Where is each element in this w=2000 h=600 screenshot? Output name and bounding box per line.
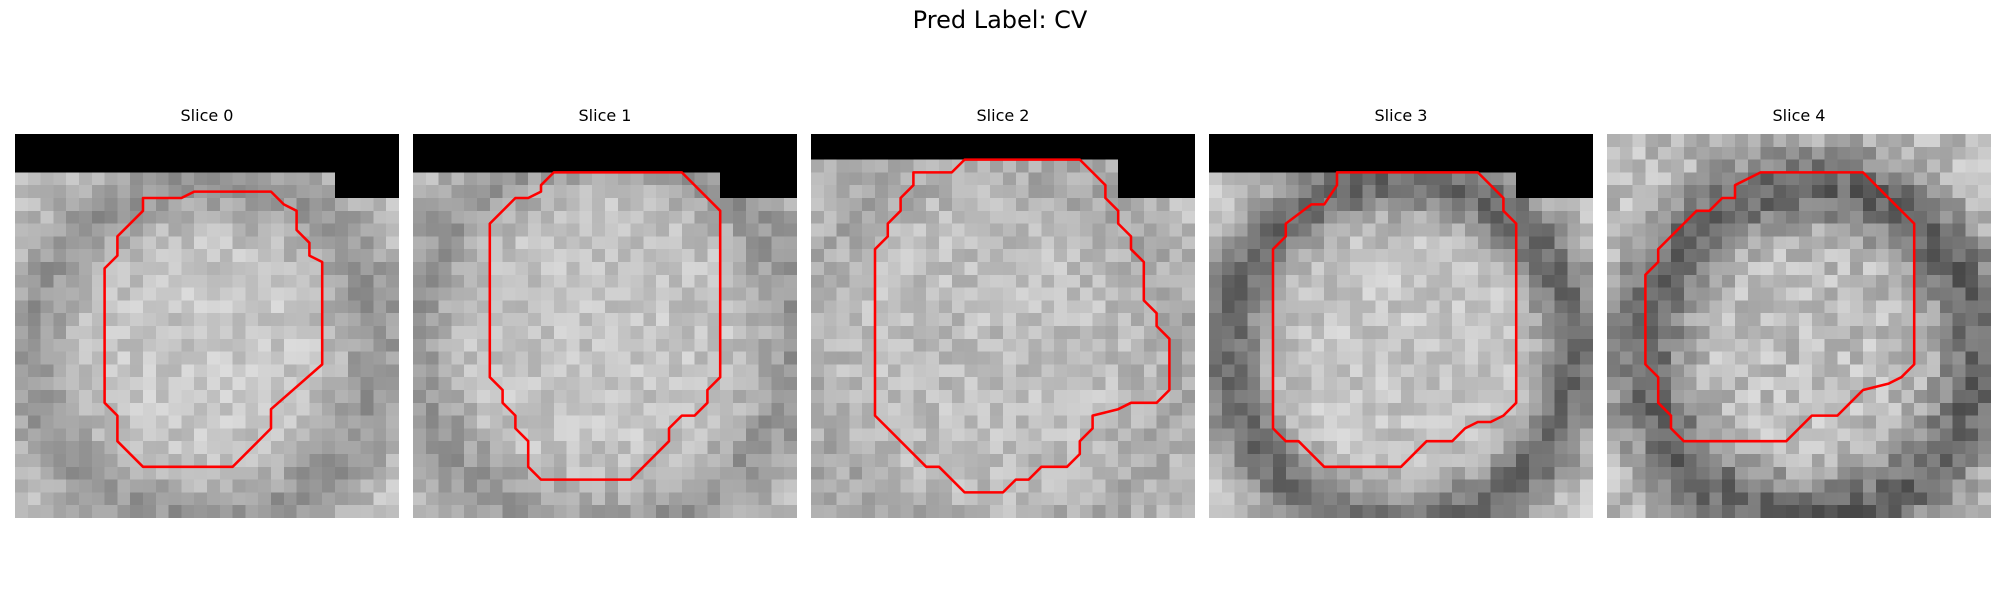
- slice-image-4: [1607, 134, 1991, 518]
- segmentation-contour: [1644, 171, 1916, 443]
- padding-mask-0: [1209, 134, 1593, 173]
- padding-mask-0: [811, 134, 1195, 160]
- segmentation-contour: [103, 190, 324, 469]
- slice-title-1: Slice 1: [578, 106, 632, 125]
- grayscale-pixels: [1209, 134, 1593, 518]
- segmentation-contour: [873, 158, 1171, 494]
- slice-title-3: Slice 3: [1374, 106, 1428, 125]
- padding-mask-0: [413, 134, 797, 173]
- grayscale-pixels: [1607, 134, 1991, 518]
- segmentation-contour: [1271, 171, 1518, 469]
- slice-image-3: [1209, 134, 1593, 518]
- slice-title-2: Slice 2: [976, 106, 1030, 125]
- slice-panel-4: Slice 4: [1607, 104, 1991, 518]
- segmentation-contour: [488, 171, 722, 481]
- padding-mask-1: [1118, 159, 1195, 198]
- slice-image-2: [811, 134, 1195, 518]
- slice-panel-1: Slice 1: [413, 104, 797, 518]
- slice-panel-0: Slice 0: [15, 104, 399, 518]
- slice-title-0: Slice 0: [180, 106, 234, 125]
- padding-mask-0: [15, 134, 399, 173]
- slice-image-1: [413, 134, 797, 518]
- slice-image-0: [15, 134, 399, 518]
- padding-mask-1: [335, 172, 399, 198]
- figure-title: Pred Label: CV: [912, 6, 1088, 34]
- padding-mask-1: [1516, 172, 1593, 198]
- slice-panel-3: Slice 3: [1209, 104, 1593, 518]
- padding-mask-1: [720, 172, 797, 198]
- slice-title-4: Slice 4: [1772, 106, 1826, 125]
- slice-panel-2: Slice 2: [811, 104, 1195, 518]
